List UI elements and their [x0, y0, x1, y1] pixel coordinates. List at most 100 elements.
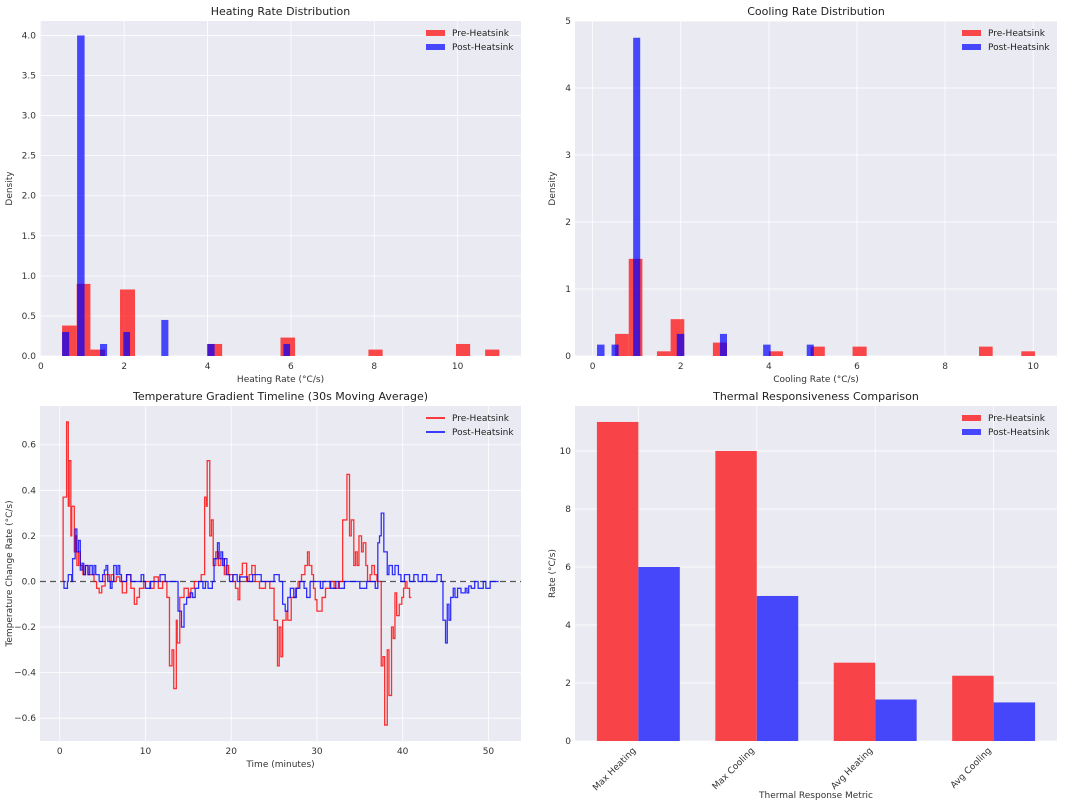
x-tick-label: Max Heating — [591, 746, 638, 793]
x-tick-label: 2 — [121, 362, 127, 372]
x-tick-label: 10 — [452, 362, 464, 372]
x-tick-label: 4 — [766, 362, 772, 372]
histogram-bar-post — [123, 331, 131, 356]
series-line-pre — [62, 421, 412, 726]
histogram-bar-pre — [979, 346, 993, 356]
bar-post — [756, 595, 799, 741]
bar-post — [638, 566, 680, 741]
y-axis-label: Temperature Change Rate (°C/s) — [5, 500, 15, 647]
y-tick-label: 8 — [565, 505, 571, 515]
subplot-4: 0 2 4 6 8 10 Max Heating Max Cooling Avg Heating… — [548, 390, 1057, 801]
y-tick-label: 0.0 — [22, 577, 37, 587]
histogram-bar-pre — [90, 349, 106, 356]
x-axis-label: Time (minutes) — [245, 760, 314, 770]
x-axis-label: Cooling Rate (°C/s) — [773, 375, 859, 385]
subplot-1: 0.0 0.5 1.0 1.5 2.0 2.5 3.0 3.5 4.0 0 2 4 6 8 10 Heatin… — [5, 5, 521, 385]
histogram-bar-post — [207, 343, 215, 356]
histogram-bar-post — [161, 319, 169, 356]
histogram-bar-pre — [810, 346, 825, 356]
y-tick-label: 0.2 — [22, 532, 36, 542]
legend-swatch — [426, 44, 445, 50]
y-tick-label: 0 — [565, 352, 571, 362]
histogram-bar-pre — [768, 351, 783, 356]
histogram-bar-post — [676, 333, 685, 356]
histogram-bar-post — [806, 344, 814, 356]
y-tick-label: −0.2 — [14, 623, 36, 633]
legend-label: Pre-Heatsink — [452, 414, 510, 424]
y-axis-label: Rate (°C/s) — [548, 549, 558, 598]
legend-label: Post-Heatsink — [452, 428, 514, 438]
x-tick-label: 8 — [371, 362, 377, 372]
histogram-bar-pre — [455, 343, 471, 356]
histogram-bar-post — [283, 343, 291, 356]
x-tick-label: 6 — [854, 362, 860, 372]
x-tick-label: Avg Cooling — [949, 746, 994, 791]
histogram-bar-pre — [852, 346, 867, 356]
subplot-title: Cooling Rate Distribution — [747, 5, 885, 18]
legend-label: Post-Heatsink — [988, 43, 1050, 53]
bar-pre — [715, 450, 757, 741]
histogram-bar-pre — [656, 351, 671, 356]
y-tick-label: 2 — [565, 679, 571, 689]
legend: Pre-Heatsink Post-Heatsink — [962, 414, 1050, 438]
bar-post — [875, 699, 917, 741]
x-tick-label: 10 — [1027, 362, 1039, 372]
subplot-3: −0.6 −0.4 −0.2 0.0 0.2 0.4 0.6 0 10 20 30 40 50 Tempe… — [5, 390, 521, 770]
histogram-bar-post — [597, 344, 605, 356]
x-tick-label: 4 — [205, 362, 211, 372]
legend-swatch — [962, 30, 981, 36]
y-tick-label: 10 — [560, 447, 572, 457]
y-tick-label: 1 — [565, 285, 571, 295]
y-axis-label: Density — [5, 171, 15, 206]
legend-label: Pre-Heatsink — [988, 414, 1046, 424]
series-line-post — [63, 512, 499, 644]
histogram-bar-post — [77, 35, 85, 356]
plot-area — [40, 21, 521, 356]
legend-swatch — [426, 30, 445, 36]
x-tick-label: 40 — [397, 747, 409, 757]
plot-area — [40, 406, 521, 741]
histogram-bar-post — [719, 333, 728, 356]
legend-swatch — [962, 44, 981, 50]
y-tick-label: 0.0 — [22, 352, 37, 362]
y-tick-label: 4 — [565, 84, 571, 94]
histogram-bar-post — [62, 331, 70, 356]
x-tick-label: 2 — [678, 362, 684, 372]
y-tick-label: 3.5 — [22, 71, 36, 81]
subplot-2: 0 1 2 3 4 5 0 2 4 6 8 10 Cooling Rate Distribution Co… — [548, 5, 1057, 385]
y-tick-label: 3.0 — [22, 112, 37, 122]
y-tick-label: −0.6 — [14, 714, 36, 724]
y-tick-label: 0 — [565, 737, 571, 747]
x-tick-label: 0 — [57, 747, 63, 757]
x-tick-label: Max Cooling — [711, 746, 757, 792]
y-tick-label: 5 — [565, 17, 571, 27]
y-tick-label: 1.0 — [22, 272, 37, 282]
legend-label: Pre-Heatsink — [988, 29, 1046, 39]
histogram-bar-pre — [368, 349, 383, 356]
x-tick-label: Avg Heating — [830, 746, 876, 792]
x-tick-label: 20 — [225, 747, 237, 757]
y-tick-label: 0.6 — [22, 441, 37, 451]
y-tick-label: 6 — [565, 563, 571, 573]
y-tick-label: 4.0 — [22, 31, 37, 41]
histogram-bar-post — [763, 344, 771, 356]
x-axis-label: Thermal Response Metric — [758, 791, 873, 801]
y-axis-label: Density — [548, 171, 558, 206]
x-tick-label: 50 — [483, 747, 495, 757]
legend-swatch — [962, 429, 981, 435]
y-tick-label: 2.5 — [22, 152, 36, 162]
subplot-title: Thermal Responsiveness Comparison — [712, 390, 919, 403]
legend: Pre-Heatsink Post-Heatsink — [962, 29, 1050, 53]
histogram-bar-post — [611, 344, 619, 356]
y-tick-label: 0.5 — [22, 312, 36, 322]
y-tick-label: −0.4 — [14, 669, 36, 679]
legend-swatch — [962, 415, 981, 421]
legend-label: Post-Heatsink — [452, 43, 514, 53]
bar-post — [993, 702, 1036, 741]
x-tick-label: 30 — [311, 747, 323, 757]
legend: Pre-Heatsink Post-Heatsink — [426, 414, 514, 438]
histogram-bar-post — [100, 343, 108, 356]
y-tick-label: 4 — [565, 621, 571, 631]
y-tick-label: 2.0 — [22, 192, 37, 202]
